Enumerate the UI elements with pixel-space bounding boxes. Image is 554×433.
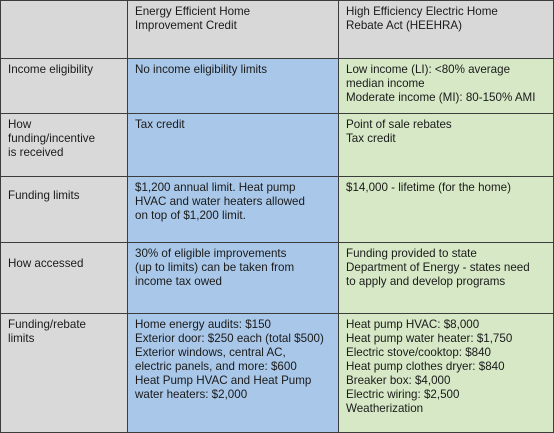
row-label-how-received: How funding/incentive is received <box>0 113 128 177</box>
row-label-rebate-limits: Funding/rebate limits <box>0 313 128 433</box>
heehra-how-accessed: Funding provided to state Department of … <box>338 242 554 314</box>
table-row: Funding limits $1,200 annual limit. Heat… <box>0 176 554 243</box>
table-row: Income eligibility No income eligibility… <box>0 58 554 114</box>
credit-funding-limits: $1,200 annual limit. Heat pump HVAC and … <box>127 176 339 243</box>
table-row: Funding/rebate limits Home energy audits… <box>0 313 554 433</box>
header-heehra: High Efficiency Electric Home Rebate Act… <box>338 0 554 59</box>
heehra-rebate-limits: Heat pump HVAC: $8,000 Heat pump water h… <box>338 313 554 433</box>
table-row: How accessed 30% of eligible improvement… <box>0 242 554 314</box>
row-label-funding-limits: Funding limits <box>0 176 128 243</box>
header-credit: Energy Efficient Home Improvement Credit <box>127 0 339 59</box>
heehra-funding-limits: $14,000 - lifetime (for the home) <box>338 176 554 243</box>
header-row: Energy Efficient Home Improvement Credit… <box>0 0 554 59</box>
row-label-income-eligibility: Income eligibility <box>0 58 128 114</box>
credit-how-received: Tax credit <box>127 113 339 177</box>
credit-rebate-limits: Home energy audits: $150 Exterior door: … <box>127 313 339 433</box>
header-corner-cell <box>0 0 128 59</box>
heehra-income-eligibility: Low income (LI): <80% average median inc… <box>338 58 554 114</box>
heehra-how-received: Point of sale rebates Tax credit <box>338 113 554 177</box>
row-label-how-accessed: How accessed <box>0 242 128 314</box>
credit-how-accessed: 30% of eligible improvements (up to limi… <box>127 242 339 314</box>
table-row: How funding/incentive is received Tax cr… <box>0 113 554 177</box>
credit-income-eligibility: No income eligibility limits <box>127 58 339 114</box>
